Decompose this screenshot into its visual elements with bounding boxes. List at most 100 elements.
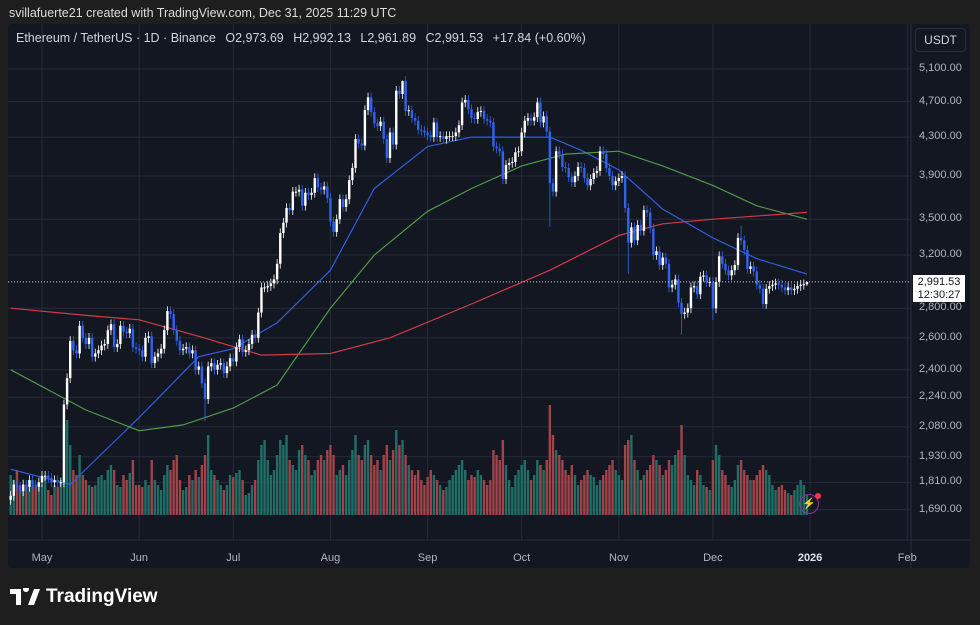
candle-body	[219, 363, 222, 365]
volume-bar	[43, 477, 47, 515]
volume-bar	[417, 470, 420, 515]
volume-bar	[464, 470, 467, 515]
candle-body	[172, 313, 175, 331]
volume-bar	[542, 470, 545, 515]
price-tick-label: 1,690.00	[919, 502, 962, 515]
candle-body	[793, 288, 796, 291]
volume-bar	[664, 470, 668, 515]
volume-bar	[163, 475, 166, 515]
volume-bar	[87, 485, 91, 515]
volume-bar	[141, 487, 144, 515]
time-tick-label: Sep	[417, 552, 438, 564]
symbol-title[interactable]: Ethereum / TetherUS · 1D · Binance	[16, 31, 216, 45]
price-tick-label: 3,200.00	[919, 247, 962, 260]
tradingview-logo[interactable]: TradingView	[10, 586, 158, 608]
candle-body	[479, 111, 483, 113]
candle-body	[109, 324, 113, 331]
volume-bar	[696, 470, 699, 515]
candle-body	[147, 336, 150, 338]
lightning-alert-button[interactable]: ⚡	[799, 493, 821, 514]
volume-bar	[94, 485, 97, 515]
volume-bar	[561, 460, 564, 515]
candle-body	[185, 347, 188, 349]
volume-bar	[116, 485, 119, 515]
candle-body	[385, 138, 389, 159]
volume-bar	[37, 483, 41, 515]
candle-body	[746, 250, 749, 269]
candle-body	[605, 154, 608, 168]
candle-body	[551, 183, 555, 192]
volume-bar	[232, 477, 235, 515]
candle-body	[382, 121, 385, 139]
candle-body	[783, 287, 787, 291]
candle-body	[235, 347, 238, 362]
volume-bar	[755, 475, 758, 515]
volume-bar	[451, 475, 454, 515]
volume-bar	[485, 485, 489, 515]
candle-body	[31, 480, 34, 485]
candle-body	[576, 166, 580, 177]
volume-bar	[269, 475, 273, 515]
volume-bar	[498, 460, 501, 515]
volume-bar	[777, 487, 780, 515]
candle-body	[263, 287, 266, 289]
candle-body	[410, 110, 414, 119]
volume-bar	[263, 440, 266, 515]
volume-bar	[529, 480, 533, 515]
volume-bar	[623, 445, 627, 515]
candle-body	[316, 178, 320, 188]
candle-body	[764, 288, 768, 304]
candle-body	[451, 136, 454, 138]
candle-body	[752, 266, 755, 272]
volume-bar	[454, 470, 458, 515]
volume-bar	[786, 493, 790, 515]
volume-bar	[376, 460, 379, 515]
volume-bar	[717, 455, 721, 515]
candle-body	[689, 287, 693, 309]
price-tick-label: 2,080.00	[919, 419, 962, 432]
volume-bar	[724, 475, 727, 515]
candle-body	[373, 111, 376, 124]
volume-bar	[332, 455, 335, 515]
volume-bar	[379, 470, 382, 515]
time-tick-label: May	[31, 552, 53, 564]
candle-body	[464, 99, 467, 103]
volume-bar	[144, 480, 147, 515]
price-tick-label: 5,100.00	[919, 62, 962, 74]
candle-body	[354, 138, 357, 168]
volume-bar	[395, 430, 398, 515]
candle-body	[159, 348, 163, 354]
price-tick-label: 4,300.00	[919, 130, 962, 143]
volume-bar	[291, 465, 294, 515]
price-tick-label: 2,240.00	[919, 390, 962, 403]
time-tick-label: Jun	[130, 552, 149, 564]
volume-bar	[761, 465, 765, 515]
candle-body	[423, 130, 426, 133]
candle-body	[501, 151, 505, 180]
candle-body	[708, 282, 711, 284]
candle-body	[736, 237, 740, 266]
candle-body	[545, 116, 548, 132]
candle-body	[558, 151, 561, 155]
candle-body	[526, 118, 530, 121]
candle-body	[307, 192, 310, 195]
volume-bar	[109, 465, 113, 515]
candle-body	[244, 350, 247, 352]
volume-bar	[329, 445, 332, 515]
candle-body	[47, 475, 50, 478]
volume-bar	[683, 455, 686, 515]
candle-body	[125, 331, 128, 334]
volume-bar	[457, 465, 461, 515]
candle-body	[134, 347, 138, 349]
volume-bar	[391, 450, 395, 515]
volume-bar	[523, 460, 526, 515]
candle-body	[771, 284, 774, 287]
candle-body	[661, 257, 664, 266]
currency-button[interactable]: USDT	[915, 28, 966, 52]
volume-bar	[206, 435, 210, 515]
volume-bar	[134, 485, 138, 515]
volume-bar	[238, 470, 241, 515]
candle-body	[332, 221, 335, 232]
moving-average-line	[10, 211, 807, 356]
